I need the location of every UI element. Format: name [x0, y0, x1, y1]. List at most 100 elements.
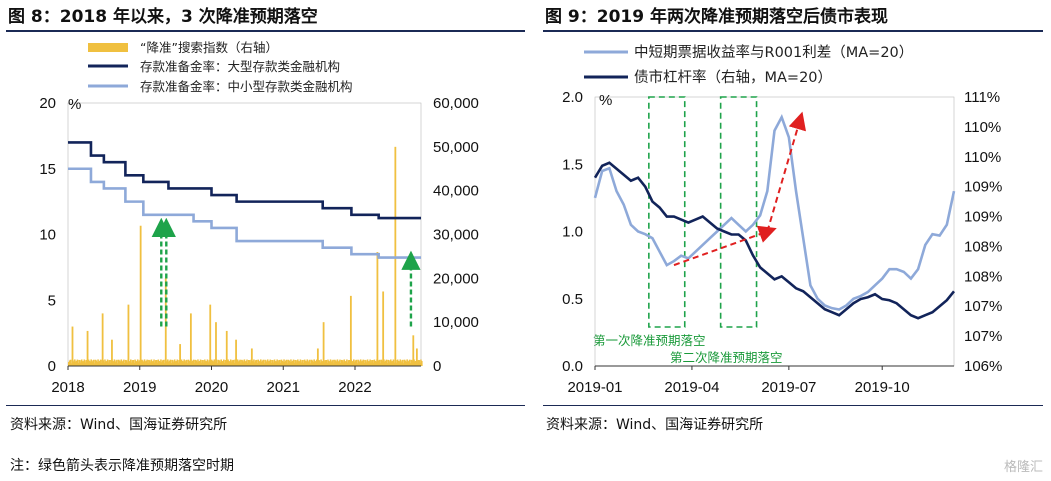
search-index-bar [278, 359, 281, 366]
left-y-tick: 15 [39, 161, 56, 178]
search-index-bar [257, 359, 260, 366]
search-index-bar [340, 359, 343, 366]
search-index-bar [289, 362, 291, 366]
search-index-bar [210, 359, 213, 366]
search-index-bar [96, 361, 99, 366]
search-index-bar [414, 361, 417, 366]
search-index-bar [344, 361, 346, 366]
search-index-bar [370, 362, 372, 366]
search-index-bar [345, 361, 347, 366]
search-index-bar [355, 359, 358, 366]
left-y2-tick: 60,000 [433, 95, 479, 112]
search-index-bar [339, 359, 341, 366]
search-index-bar [168, 360, 171, 366]
search-index-bar [114, 362, 117, 366]
left-footnote: 注：绿色箭头表示降准预期落空时期 [10, 458, 234, 474]
search-index-bar [290, 359, 292, 366]
search-index-spike [71, 326, 74, 366]
search-index-bar [79, 360, 81, 366]
search-index-bar [398, 361, 401, 366]
search-index-bar [160, 362, 163, 366]
right-bottom-rule [543, 405, 1043, 406]
search-index-bar [113, 359, 116, 366]
search-index-bar [229, 359, 232, 366]
search-index-bar [144, 361, 147, 366]
search-index-bar [273, 359, 276, 366]
search-index-bar [93, 363, 96, 366]
search-index-bar [351, 360, 353, 366]
left-x-tick: 2020 [195, 379, 228, 396]
search-index-bar [295, 360, 297, 366]
search-index-bar [319, 362, 322, 366]
search-index-bar [303, 359, 306, 366]
search-index-spike [322, 322, 325, 366]
search-index-bar [234, 359, 236, 366]
search-index-bar [290, 361, 293, 366]
search-index-bar [269, 359, 272, 366]
search-index-bar [98, 360, 101, 366]
search-index-bar [222, 360, 224, 366]
search-index-bar [356, 363, 359, 366]
search-index-bar [134, 359, 136, 366]
search-index-bar [414, 361, 416, 366]
search-index-bar [136, 359, 139, 366]
search-index-bar [122, 360, 124, 366]
search-index-bar [136, 361, 138, 366]
search-index-bar [405, 361, 408, 366]
search-index-bar [135, 360, 137, 366]
search-index-bar [294, 359, 297, 366]
right-chart-plot: 0.0 0.5 1.0 1.5 2.0 % 106% 107% 107% 108% 108% 109%… [562, 89, 1002, 396]
search-index-bar [182, 361, 185, 366]
search-index-bar [266, 359, 269, 366]
search-index-bar [143, 359, 146, 366]
search-index-bar [315, 360, 317, 366]
search-index-bar [241, 359, 243, 366]
search-index-bar [297, 359, 299, 366]
search-index-bar [115, 360, 117, 366]
search-index-bar [121, 361, 123, 366]
search-index-bar [333, 363, 335, 366]
search-index-bar [255, 359, 258, 366]
search-index-bar [87, 359, 90, 366]
search-index-bar [402, 359, 404, 366]
right-source: 资料来源：Wind、国海证券研究所 [546, 417, 764, 433]
search-index-bar [129, 361, 131, 366]
search-index-bar [162, 359, 165, 366]
search-index-bar [334, 359, 336, 366]
search-index-bar [365, 362, 368, 366]
search-index-bar [409, 363, 412, 366]
search-index-bar [216, 359, 218, 366]
search-index-bar [123, 363, 126, 366]
search-index-bar [223, 362, 226, 366]
search-index-bar [320, 359, 322, 366]
search-index-bar [106, 359, 109, 366]
search-index-bar [241, 360, 244, 366]
search-index-bar [288, 360, 291, 366]
search-index-spike [127, 304, 130, 366]
search-index-bar [248, 360, 251, 366]
left-source: 资料来源：Wind、国海证券研究所 [10, 417, 228, 433]
search-index-bar [167, 359, 169, 366]
search-index-bar [68, 360, 71, 366]
right-y2-tick: 107% [964, 298, 1002, 315]
search-index-bar [224, 360, 227, 366]
search-index-bar [352, 359, 355, 366]
search-index-bar [392, 359, 395, 366]
search-index-bar [74, 361, 77, 366]
search-index-bar [73, 362, 75, 366]
search-index-bar [280, 359, 283, 366]
search-index-bar [334, 360, 337, 366]
right-y2-tick: 106% [964, 358, 1002, 375]
search-index-bar [390, 361, 393, 366]
search-index-bar [231, 360, 234, 366]
search-index-bar [142, 360, 144, 366]
search-index-bar [118, 360, 121, 366]
right-x-tick: 2019-07 [761, 379, 816, 396]
search-index-bar [318, 360, 321, 366]
search-index-bar [419, 362, 421, 366]
right-y-tick: 0.5 [562, 291, 583, 308]
search-index-bar [310, 359, 313, 366]
search-index-bar [283, 359, 285, 366]
right-y-tick: 1.0 [562, 224, 583, 241]
search-index-bar [193, 363, 196, 366]
